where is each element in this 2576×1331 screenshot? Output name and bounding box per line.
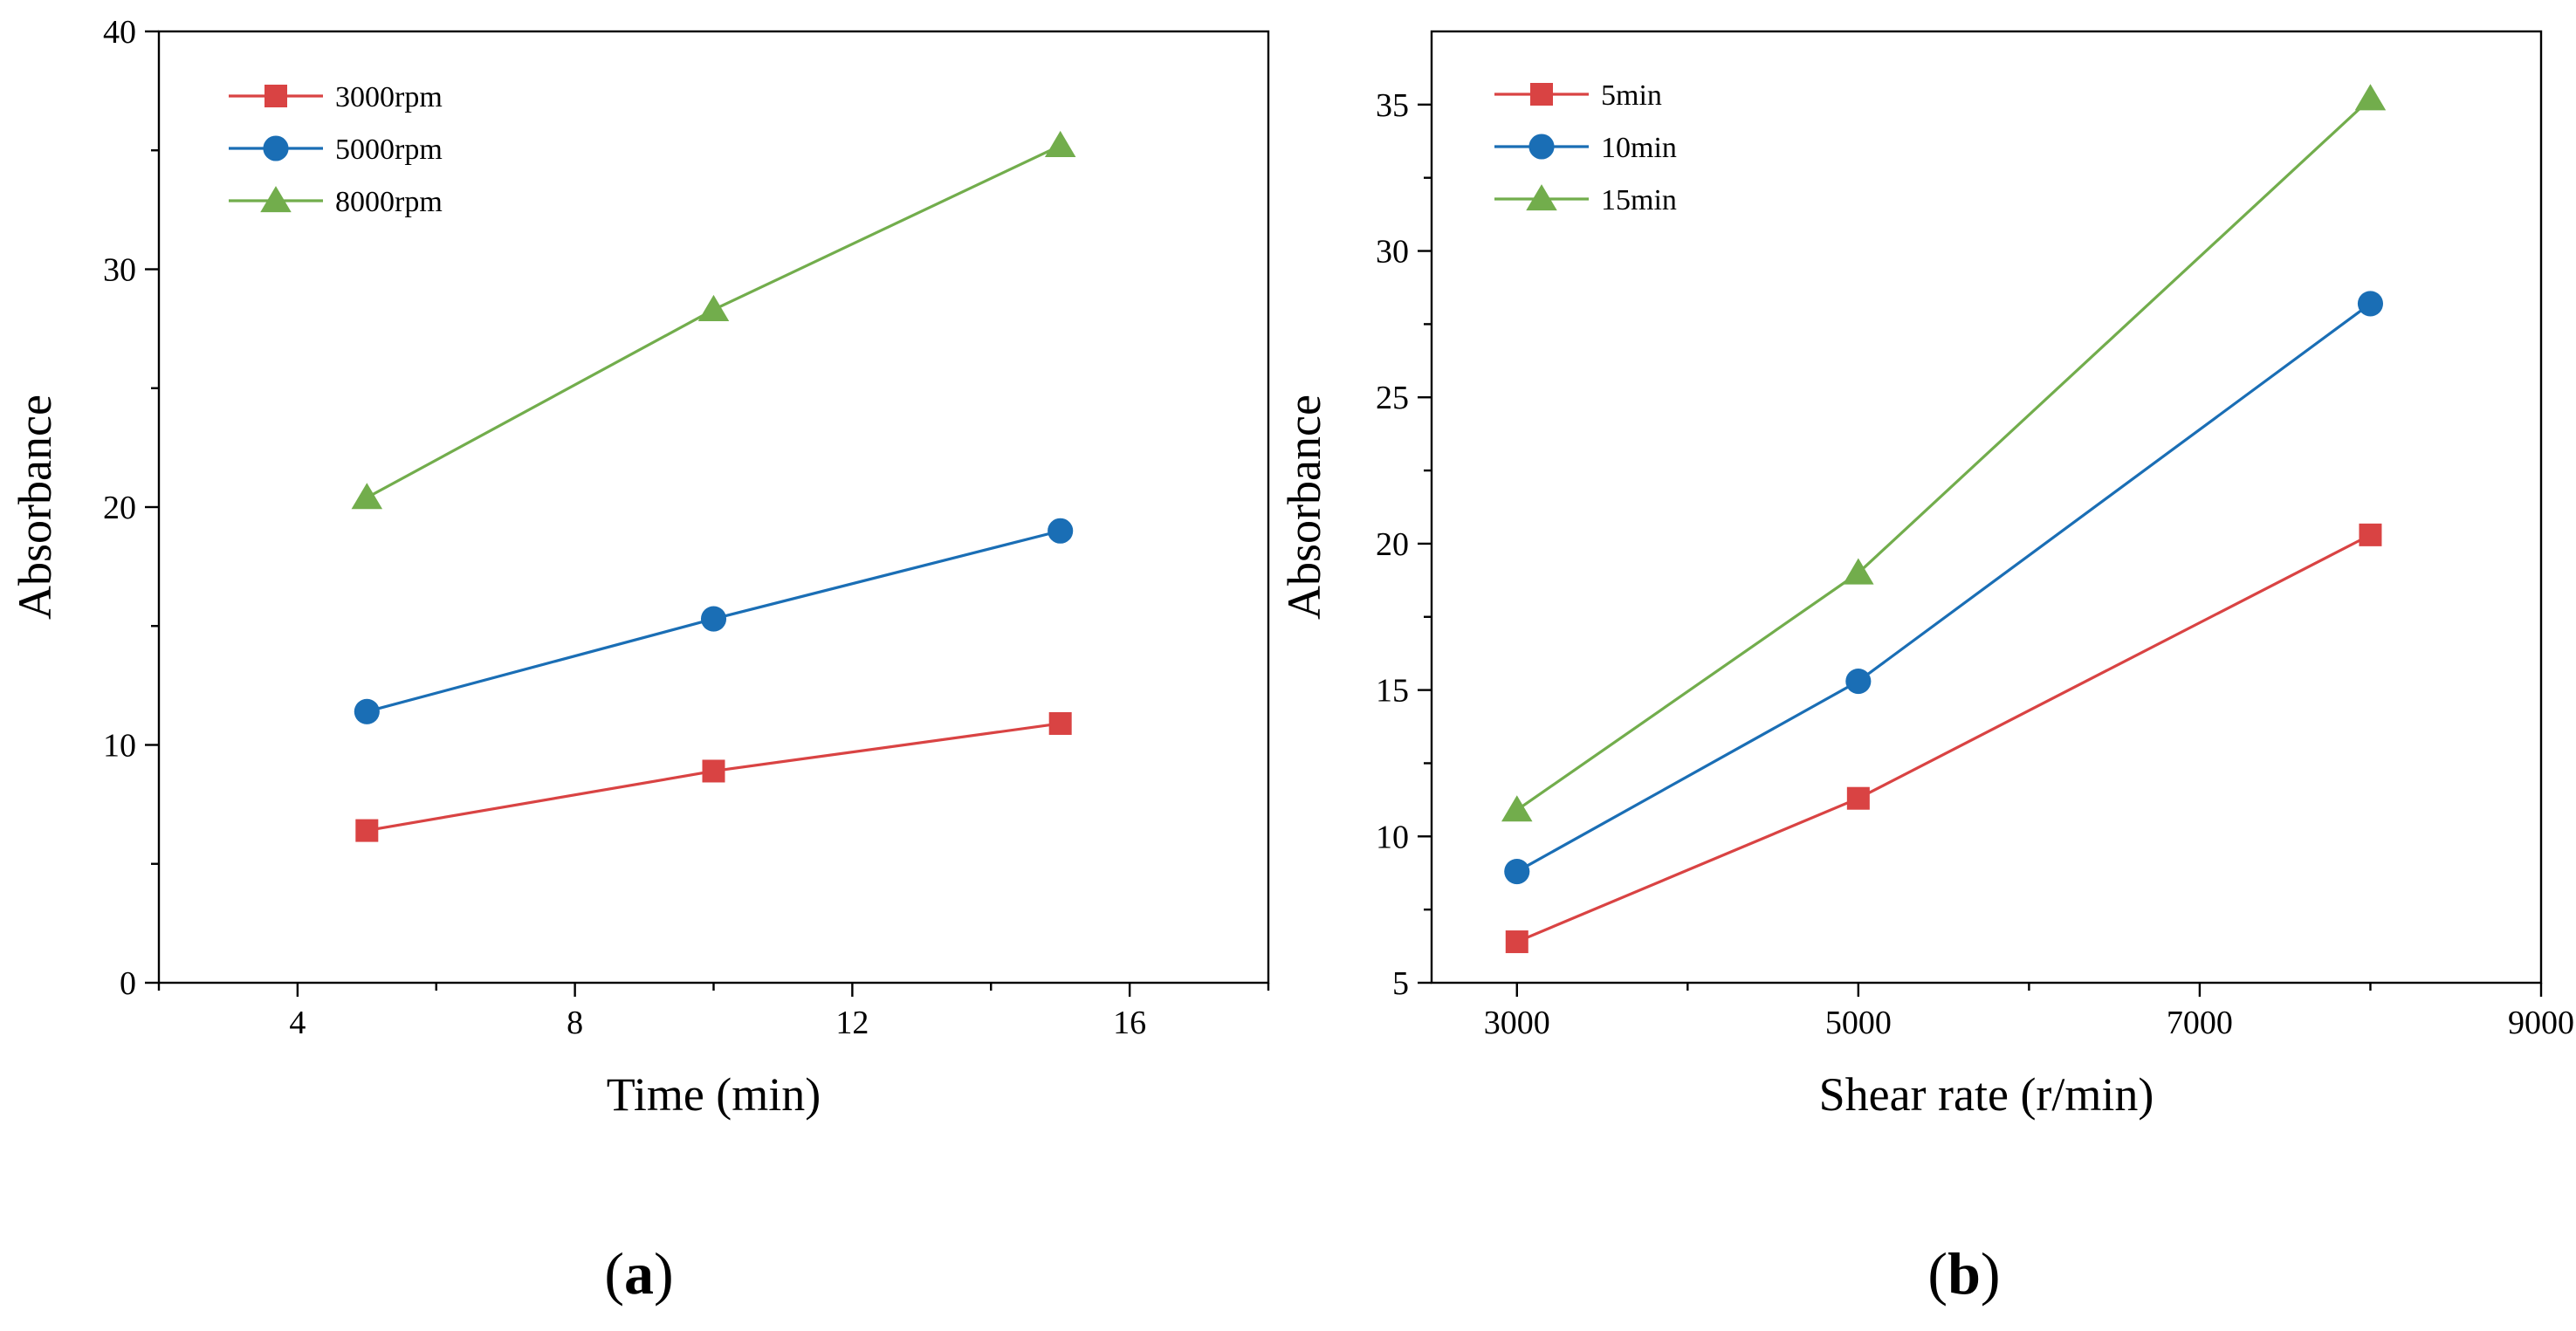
- x-tick-label: 9000: [2508, 1005, 2574, 1041]
- legend-marker: [1526, 184, 1557, 211]
- y-tick-label: 10: [1376, 819, 1409, 855]
- legend-label: 5000rpm: [335, 134, 443, 166]
- y-tick-label: 10: [103, 728, 136, 765]
- y-tick-label: 25: [1376, 380, 1409, 416]
- legend: 3000rpm 5000rpm 8000rpm: [229, 81, 443, 218]
- y-tick-label: 5: [1392, 965, 1409, 1002]
- legend-marker: [1530, 83, 1553, 106]
- data-point: [2359, 523, 2382, 546]
- data-point: [1504, 858, 1530, 885]
- chart-panel-b: 3000 5000 7000 9000 5 10 15 20 25 30 35 Shear rate …: [1278, 30, 2574, 1307]
- y-tick-label: 30: [103, 252, 136, 289]
- data-point: [697, 294, 730, 322]
- legend: 5min 10min 15min: [1494, 79, 1677, 216]
- legend-marker: [1528, 134, 1555, 160]
- data-point: [2354, 84, 2387, 111]
- legend-label: 15min: [1601, 184, 1677, 216]
- y-tick-label: 20: [103, 490, 136, 526]
- x-tick-label: 7000: [2167, 1005, 2233, 1041]
- data-point: [700, 606, 727, 632]
- x-axis-title: Time (min): [607, 1068, 821, 1121]
- data-point: [355, 819, 379, 842]
- series-line: [1516, 533, 2372, 943]
- y-tick-label: 15: [1376, 673, 1409, 710]
- y-axis-title: Absorbance: [1278, 394, 1330, 620]
- x-tick-label: 12: [835, 1005, 869, 1041]
- legend-label: 10min: [1601, 132, 1677, 164]
- data-point: [702, 759, 725, 783]
- data-point: [354, 698, 380, 724]
- legend-label: 5min: [1601, 79, 1662, 112]
- data-point: [1048, 518, 1074, 544]
- x-tick-label: 8: [567, 1005, 583, 1041]
- plot-frame: [1430, 30, 2543, 985]
- data-point: [1846, 786, 1870, 810]
- y-tick-label: 40: [103, 14, 136, 51]
- y-tick-label: 30: [1376, 234, 1409, 271]
- data-point: [1048, 711, 1072, 735]
- panel-label: (b): [1927, 1240, 2000, 1307]
- legend-marker: [260, 186, 292, 213]
- data-point: [1843, 558, 1874, 585]
- data-point: [1501, 795, 1533, 822]
- x-axis-title: Shear rate (r/min): [1819, 1068, 2154, 1121]
- data-point: [1044, 130, 1076, 157]
- x-tick-label: 3000: [1484, 1005, 1550, 1041]
- panel-label: (a): [604, 1240, 673, 1307]
- x-tick-label: 16: [1113, 1005, 1146, 1041]
- y-tick-label: 35: [1376, 87, 1409, 124]
- legend-label: 8000rpm: [335, 186, 443, 218]
- series-line: [1515, 302, 2372, 873]
- data-point: [2357, 291, 2384, 317]
- data-point: [351, 483, 383, 510]
- legend-marker: [263, 135, 289, 161]
- data-point: [1505, 930, 1528, 954]
- x-tick-label: 5000: [1825, 1005, 1892, 1041]
- legend-label: 3000rpm: [335, 81, 443, 113]
- legend-marker: [264, 85, 287, 107]
- y-axis-title: Absorbance: [9, 394, 61, 620]
- data-point: [1845, 668, 1872, 695]
- series-line: [366, 144, 1061, 499]
- plot-frame: [157, 30, 1270, 985]
- chart-panel-a: 4 8 12 16 0 10 20 30 40 Time (min) Absorbance 3000r…: [9, 14, 1270, 1307]
- y-tick-label: 20: [1376, 526, 1409, 563]
- x-tick-label: 4: [289, 1005, 306, 1041]
- y-tick-label: 0: [120, 965, 136, 1002]
